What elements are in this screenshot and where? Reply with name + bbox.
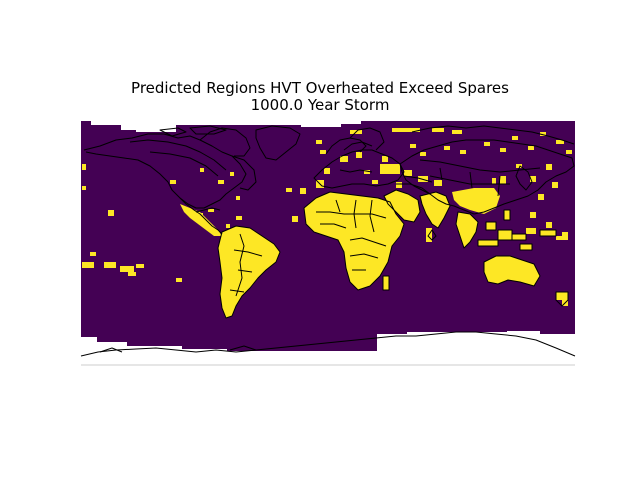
flagged-india xyxy=(420,192,450,228)
flagged-east-asia xyxy=(452,188,500,214)
coastline-asia xyxy=(399,139,575,215)
map-title-line-1: Predicted Regions HVT Overheated Exceed … xyxy=(131,79,509,97)
coastline-central-america xyxy=(179,197,223,235)
coastline-africa xyxy=(303,191,405,291)
coastlines xyxy=(80,125,576,357)
flagged-central-america xyxy=(180,204,222,236)
coastline-europe xyxy=(313,149,405,189)
flagged-australia xyxy=(484,256,540,286)
coastline-japan xyxy=(515,165,533,191)
flagged-arabia xyxy=(384,190,420,222)
coastline-antarctica xyxy=(80,331,576,357)
coastline-north-america xyxy=(83,133,247,209)
coastline-south-america xyxy=(217,225,281,319)
coastline-arabia xyxy=(383,189,421,223)
coastline-australia xyxy=(483,255,541,287)
map-title-line-2: 1000.0 Year Storm xyxy=(250,96,390,114)
coastline-india xyxy=(419,191,451,229)
flagged-madagascar xyxy=(383,276,389,290)
coastline-greenland xyxy=(255,125,301,161)
